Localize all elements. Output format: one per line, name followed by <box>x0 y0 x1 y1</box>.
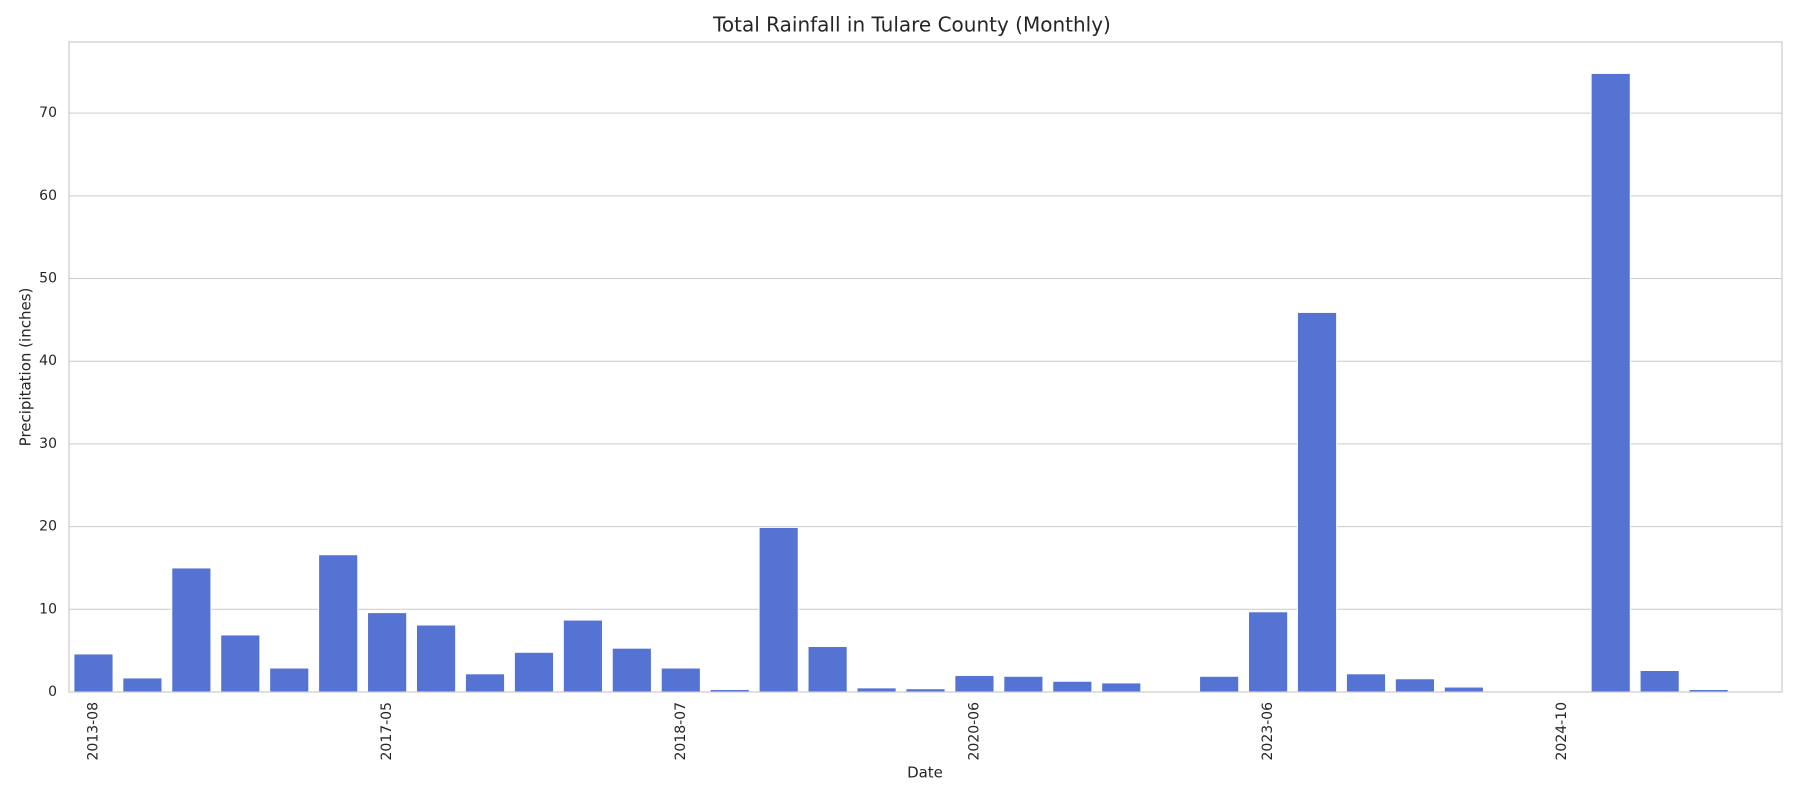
y-tick-label: 10 <box>39 601 57 617</box>
bar <box>611 647 652 693</box>
bar <box>1590 72 1631 693</box>
bar <box>1296 311 1338 693</box>
y-tick-label: 30 <box>39 436 57 452</box>
bar <box>1345 673 1387 693</box>
bar <box>1052 680 1093 693</box>
bar <box>1003 675 1044 693</box>
bar <box>807 646 848 693</box>
bar <box>562 619 603 693</box>
bar <box>1199 675 1240 693</box>
bar <box>758 526 799 693</box>
y-tick-label: 70 <box>39 105 57 121</box>
bar <box>1248 611 1289 693</box>
x-tick-label: 2024-10 <box>1554 702 1570 761</box>
bar <box>1394 678 1436 693</box>
y-tick-label: 60 <box>39 188 57 204</box>
y-tick-label: 20 <box>39 519 57 535</box>
bar <box>318 554 359 693</box>
x-tick-label: 2018-07 <box>673 702 689 761</box>
chart-title: Total Rainfall in Tulare County (Monthly… <box>712 13 1111 37</box>
bar <box>856 687 897 693</box>
y-tick-label: 0 <box>48 684 57 700</box>
y-tick-label: 40 <box>39 353 57 369</box>
bar <box>1443 686 1484 693</box>
x-tick-label: 2013-08 <box>85 702 101 761</box>
y-tick-label: 50 <box>39 271 57 287</box>
x-tick-label: 2017-05 <box>379 702 395 761</box>
bar <box>464 673 506 693</box>
bar <box>73 653 114 693</box>
bar <box>171 567 212 693</box>
y-axis-label: Precipitation (inches) <box>17 288 35 447</box>
bar <box>954 674 995 693</box>
bar <box>1101 682 1142 693</box>
bar <box>415 624 457 693</box>
bar <box>367 612 408 693</box>
bar <box>513 651 555 693</box>
plot-frame <box>68 41 1783 693</box>
bar <box>660 667 701 693</box>
bar <box>122 677 163 693</box>
x-axis-label: Date <box>907 764 943 782</box>
bar <box>220 634 261 693</box>
x-tick-label: 2023-06 <box>1260 702 1276 761</box>
bar <box>269 667 310 693</box>
bar <box>1639 669 1680 693</box>
x-tick-label: 2020-06 <box>966 702 982 761</box>
